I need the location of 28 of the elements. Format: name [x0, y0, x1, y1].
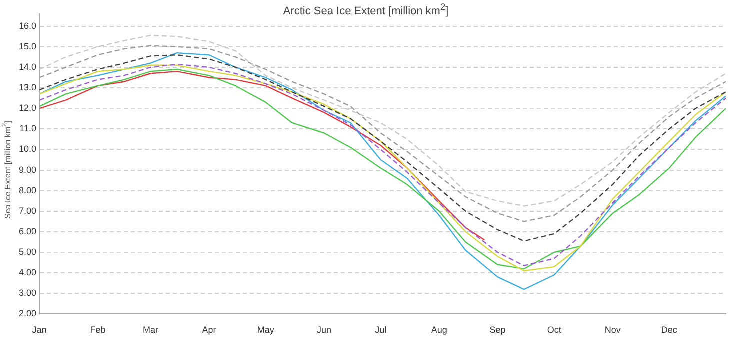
x-tick-label: Nov: [604, 325, 622, 336]
y-tick-label: 4.00: [18, 268, 37, 278]
chart-title: Arctic Sea Ice Extent [million km$^{2}$]: [282, 1, 450, 19]
x-tick-label: Jan: [32, 325, 47, 336]
y-tick-label: 7.00: [18, 206, 37, 216]
y-tick-label: 10.0: [18, 144, 37, 154]
y-tick-label: 2.00: [18, 308, 37, 319]
x-tick-label: Jul: [375, 325, 387, 336]
x-tick-label: Sep: [490, 325, 506, 336]
y-tick-label: 5.00: [18, 247, 37, 257]
y-tick-label: 14.0: [18, 62, 37, 72]
y-tick-label: 9.00: [18, 164, 37, 175]
x-tick-label: Dec: [661, 325, 678, 336]
x-tick-label: Aug: [431, 325, 448, 336]
y-tick-label: 15.0: [18, 41, 37, 52]
y-tick-label: 8.00: [18, 185, 37, 196]
x-tick-label: Jun: [317, 325, 332, 336]
x-tick-label: Oct: [547, 325, 562, 336]
x-tick-label: May: [257, 325, 275, 336]
y-tick-label: 6.00: [18, 226, 37, 236]
y-tick-label: 12.0: [18, 103, 37, 114]
y-tick-label: 16.0: [18, 20, 37, 31]
x-tick-label: Mar: [143, 325, 159, 336]
y-tick-label: 3.00: [18, 288, 37, 298]
x-tick-label: Feb: [90, 325, 106, 336]
y-tick-label: 11.0: [20, 124, 37, 134]
x-tick-label: Apr: [202, 325, 216, 336]
y-tick-label: 13.0: [18, 82, 37, 93]
